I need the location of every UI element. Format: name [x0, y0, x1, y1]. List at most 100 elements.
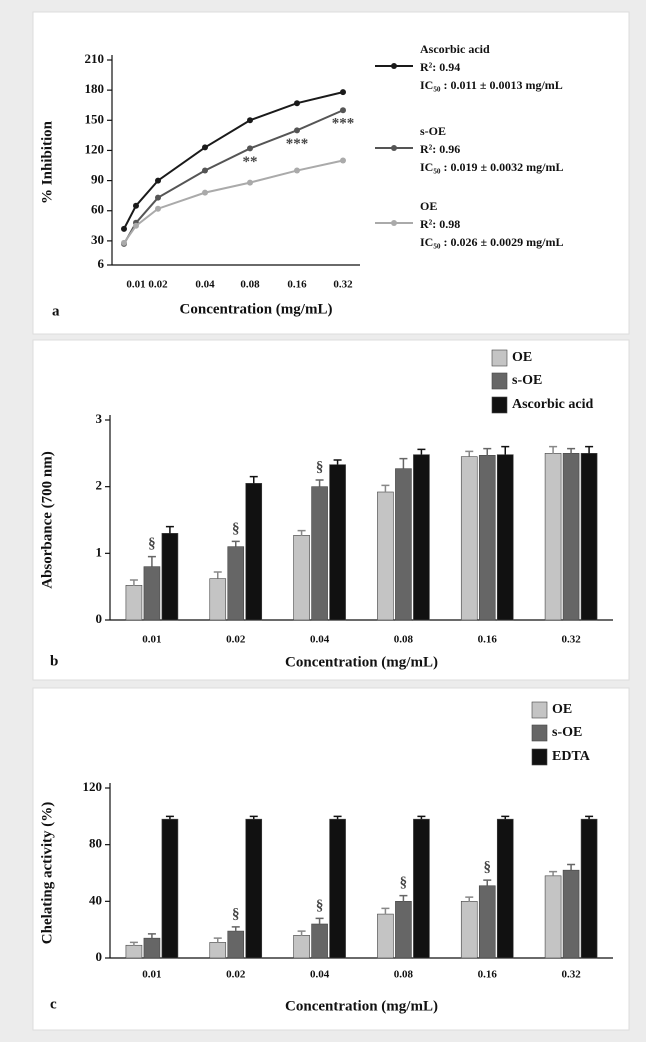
bar: [329, 464, 346, 621]
legend-label: OE: [552, 702, 572, 717]
error-bar: [381, 484, 390, 492]
x-tick-label: 0.01: [142, 634, 161, 646]
error-bar: [417, 815, 426, 820]
legend-note: IC₅₀ : 0.011 ± 0.0013 mg/mL: [420, 78, 563, 92]
x-tick-label: 0.08: [394, 634, 414, 646]
error-bar: [129, 579, 138, 586]
x-axis-label: Concentration (mg/mL): [285, 998, 438, 1014]
point: [247, 145, 253, 152]
bar: [460, 456, 478, 621]
error-bar: [399, 457, 408, 469]
error-bar: [483, 447, 492, 456]
annotation: §: [400, 875, 408, 891]
point: [133, 202, 139, 209]
legend-label: s-OE: [512, 373, 542, 388]
error-bar: [315, 479, 324, 487]
error-bar: [147, 933, 156, 939]
error-bar: [165, 815, 174, 820]
legend-label: OE: [512, 350, 532, 365]
error-bar: [249, 815, 258, 820]
bar: [395, 901, 412, 959]
legend-label: EDTA: [552, 749, 591, 764]
bar: [544, 875, 562, 959]
error-bar: [549, 870, 558, 876]
x-tick-label: 0.08: [394, 969, 414, 981]
error-bar: [129, 941, 138, 946]
legend-swatch: [531, 724, 548, 742]
error-bar: [147, 555, 156, 567]
error-bar: [501, 815, 510, 820]
legend-note: R²: 0.94: [420, 60, 460, 74]
legend-label: s-OE: [552, 725, 582, 740]
point: [121, 239, 127, 246]
x-tick-label: 0.02: [148, 279, 168, 291]
error-bar: [231, 926, 240, 932]
y-axis-label: Absorbance (700 nm): [39, 451, 55, 589]
x-tick-label: 0.32: [561, 634, 581, 646]
panel-a-box: [32, 11, 630, 335]
x-tick-label: 0.01: [142, 969, 161, 981]
bar: [227, 930, 245, 959]
error-bar: [249, 475, 258, 484]
x-tick-label: 0.02: [226, 969, 246, 981]
legend-marker: [391, 63, 397, 69]
error-bar: [549, 445, 558, 454]
x-tick-label: 0.04: [310, 969, 330, 981]
error-bar: [483, 879, 492, 886]
annotation: **: [243, 154, 258, 170]
point: [121, 225, 127, 232]
bar: [460, 901, 478, 959]
bar: [395, 468, 412, 621]
annotation: §: [148, 536, 156, 552]
point: [155, 205, 161, 212]
y-tick-label: 120: [83, 779, 103, 794]
bar: [161, 818, 179, 959]
panel-label: b: [50, 653, 58, 669]
x-tick-label: 0.04: [310, 634, 330, 646]
legend-label: Ascorbic acid: [420, 42, 490, 56]
panel-label: a: [52, 303, 60, 319]
legend-swatch: [531, 701, 548, 719]
bar: [161, 533, 179, 621]
error-bar: [297, 930, 306, 936]
x-tick-label: 0.08: [240, 279, 260, 291]
bar: [329, 818, 346, 959]
bar: [544, 453, 562, 621]
error-bar: [333, 815, 342, 820]
legend-swatch: [491, 396, 508, 414]
legend-note: R²: 0.98: [420, 217, 460, 231]
bar: [227, 546, 245, 621]
bar: [209, 578, 227, 621]
bar: [413, 454, 430, 621]
error-bar: [399, 894, 408, 902]
point: [155, 177, 161, 184]
error-bar: [465, 896, 474, 902]
y-tick-label: 180: [85, 81, 105, 96]
legend-note: IC₅₀ : 0.026 ± 0.0029 mg/mL: [420, 235, 563, 249]
x-tick-label: 0.04: [195, 279, 215, 291]
y-tick-label: 60: [91, 202, 104, 217]
point: [202, 167, 208, 174]
y-tick-label: 210: [85, 51, 105, 66]
x-tick-label: 0.32: [333, 279, 353, 291]
legend-swatch: [491, 372, 508, 390]
error-bar: [417, 448, 426, 455]
error-bar: [231, 540, 240, 547]
bar: [293, 935, 310, 959]
error-bar: [315, 917, 324, 924]
bar: [209, 942, 227, 959]
error-bar: [585, 445, 594, 454]
x-tick-label: 0.16: [478, 969, 498, 981]
legend-note: R²: 0.96: [420, 142, 460, 156]
legend-note: IC₅₀ : 0.019 ± 0.0032 mg/mL: [420, 160, 563, 174]
bar: [377, 913, 394, 959]
error-bar: [567, 447, 576, 454]
bar: [478, 885, 496, 959]
point: [340, 89, 346, 96]
bar: [143, 937, 161, 959]
point: [247, 117, 253, 124]
error-bar: [381, 907, 390, 915]
x-tick-label: 0.16: [478, 634, 498, 646]
legend-label: OE: [420, 199, 437, 213]
